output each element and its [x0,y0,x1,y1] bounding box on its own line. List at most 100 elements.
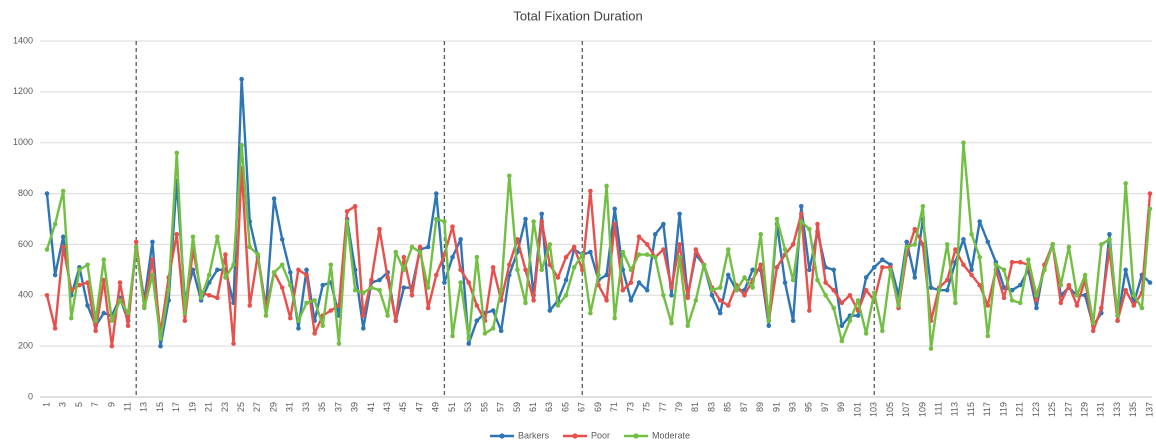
data-point [847,292,853,298]
data-point [133,244,139,250]
data-point [279,237,285,242]
x-tick-label: 47 [414,402,424,412]
x-tick-label: 95 [804,402,814,412]
data-point [815,221,820,227]
data-point [1017,259,1023,265]
data-point [1139,305,1145,311]
data-point [150,239,155,245]
data-point [823,280,828,285]
x-tick-label: 73 [625,402,635,412]
data-point [620,287,626,293]
data-point [880,265,885,270]
x-tick-label: 15 [155,402,165,412]
data-point [669,320,674,326]
data-point [182,310,188,316]
data-point [85,303,90,308]
data-point [839,300,845,306]
data-point [628,267,634,273]
data-point [985,239,991,245]
data-point [1066,282,1072,288]
data-point [52,326,58,331]
x-tick-label: 41 [366,402,376,412]
data-point [790,277,796,283]
data-point [125,323,131,329]
data-point [328,262,334,268]
data-point [798,203,804,209]
data-point [782,280,788,285]
data-point [880,257,885,262]
data-point [101,277,107,283]
legend-label: Poor [591,430,610,440]
data-point [758,262,764,268]
data-point [725,247,731,252]
data-point [361,313,366,318]
x-tick-label: 25 [236,402,246,412]
data-point [1147,206,1153,212]
data-point [985,333,991,339]
data-point [247,244,253,250]
data-point [993,262,999,268]
data-point [60,244,66,250]
data-point [515,267,520,273]
data-point [101,310,107,316]
data-point [555,303,561,308]
data-point [612,206,618,212]
x-tick-label: 93 [788,402,798,412]
legend-marker [499,433,505,439]
data-point [498,287,504,293]
data-point [417,244,423,250]
data-point [223,275,228,280]
data-point [1058,300,1064,306]
x-tick-label: 37 [333,402,343,412]
data-point [961,237,966,242]
data-point [1034,298,1039,303]
data-point [150,272,155,278]
data-point [652,254,658,260]
data-point [166,287,171,293]
data-point [563,292,569,298]
data-point [912,275,918,280]
data-point [401,254,407,260]
x-tick-label: 21 [204,402,214,412]
data-point [150,257,155,262]
data-point [466,336,472,341]
x-tick-label: 77 [658,402,668,412]
data-point [442,280,447,285]
data-point [482,331,488,336]
x-tick-label: 125 [1047,402,1057,417]
data-point [685,323,691,329]
data-point [393,318,399,324]
chart-title: Total Fixation Duration [513,8,642,23]
data-point [1042,267,1047,273]
data-point [458,267,463,273]
x-tick-label: 117 [982,402,992,416]
data-point [409,292,415,298]
x-tick-label: 91 [771,402,781,412]
data-point [977,219,982,224]
data-point [839,323,845,329]
data-point [101,257,107,262]
data-point [1017,282,1023,288]
data-point [547,262,553,268]
x-tick-label: 45 [398,402,408,412]
x-tick-label: 85 [723,402,733,412]
data-point [425,285,431,290]
x-tick-label: 55 [479,402,489,412]
data-point [515,237,520,242]
data-point [953,300,958,306]
data-point [296,267,301,273]
data-point [725,303,731,308]
data-point [871,265,877,270]
data-point [206,292,212,298]
x-tick-label: 9 [106,402,116,407]
data-point [725,272,731,278]
data-point [871,290,877,296]
data-point [612,221,618,227]
data-point [636,280,642,285]
x-tick-label: 101 [852,402,862,417]
data-point [758,231,764,237]
data-point [425,305,431,311]
data-point [490,265,496,270]
x-tick-label: 81 [690,402,700,412]
